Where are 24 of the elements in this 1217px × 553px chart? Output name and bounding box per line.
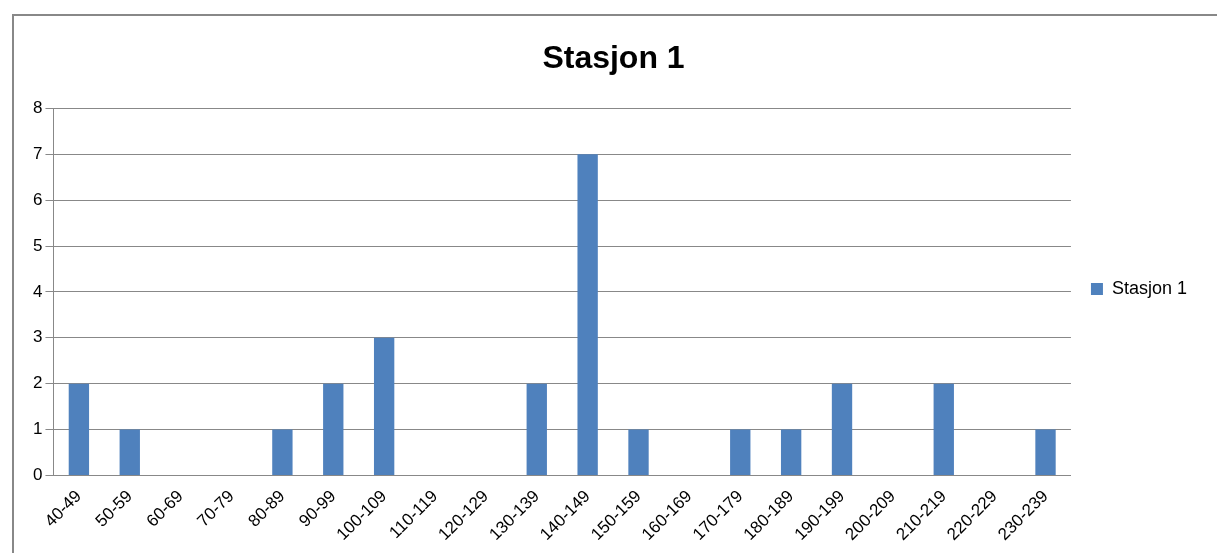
bar xyxy=(272,429,293,475)
y-tick-label: 3 xyxy=(32,327,43,347)
bar xyxy=(323,383,344,475)
y-tick-label: 7 xyxy=(32,143,43,163)
y-tick-label: 8 xyxy=(32,98,43,118)
bar xyxy=(1035,429,1056,475)
chart-title: Stasjon 1 xyxy=(542,39,685,76)
bar xyxy=(730,429,751,475)
y-tick-label: 4 xyxy=(32,281,43,301)
y-tick-label: 0 xyxy=(32,465,43,485)
bar xyxy=(526,383,547,475)
y-tick-label: 1 xyxy=(32,419,43,439)
y-tick-label: 5 xyxy=(32,235,43,255)
bar xyxy=(119,429,140,475)
bar xyxy=(933,383,954,475)
y-tick-label: 2 xyxy=(32,373,43,393)
bar xyxy=(68,383,90,475)
y-tick-label: 6 xyxy=(32,189,43,209)
legend-label: Stasjon 1 xyxy=(1111,277,1188,298)
bar xyxy=(780,429,802,475)
bar xyxy=(831,383,853,475)
bar xyxy=(577,154,598,475)
bar xyxy=(373,337,395,475)
bar xyxy=(628,429,649,475)
